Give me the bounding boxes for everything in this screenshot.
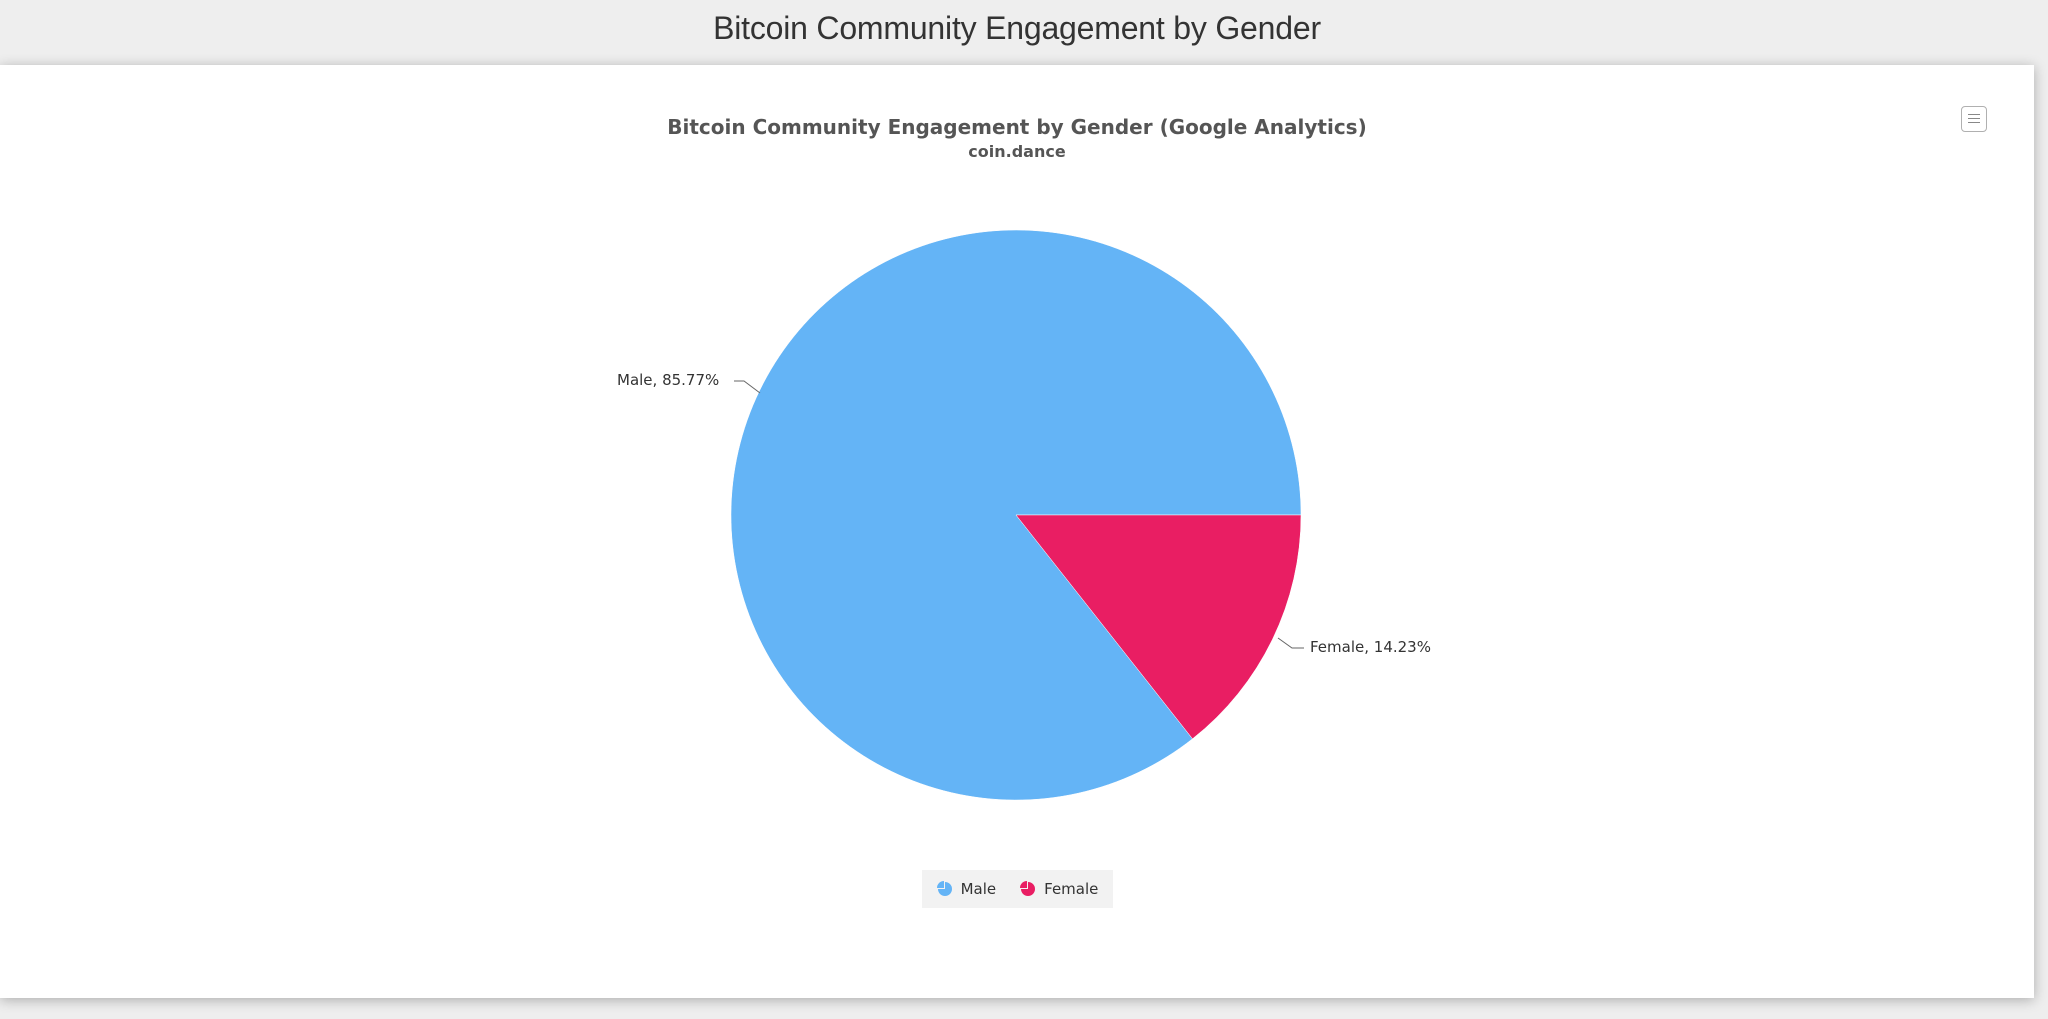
legend-item-male[interactable]: Male (936, 880, 997, 898)
pie-slice-female[interactable] (1015, 514, 1302, 740)
legend-label: Female (1044, 880, 1099, 898)
chart-legend: Male Female (922, 870, 1113, 908)
pie-icon (1020, 881, 1036, 896)
pie-icon (936, 881, 952, 896)
hamburger-menu-icon-line (1968, 121, 1980, 123)
chart-menu-button[interactable] (1961, 106, 1987, 132)
female-data-label: Female, 14.23% (1310, 638, 1431, 656)
page-title: Bitcoin Community Engagement by Gender (713, 10, 1321, 46)
pie-chart (730, 229, 1304, 801)
male-data-label: Male, 85.77% (617, 371, 720, 389)
female-label-connector (1277, 637, 1304, 649)
legend-label: Male (960, 880, 997, 898)
chart-subtitle: coin.dance (968, 142, 1066, 161)
hamburger-menu-icon-line (1968, 117, 1980, 119)
male-label-connector (734, 380, 761, 394)
hamburger-menu-icon (1968, 113, 1980, 115)
legend-item-female[interactable]: Female (1020, 880, 1098, 898)
chart-title: Bitcoin Community Engagement by Gender (… (667, 115, 1367, 139)
chart-card: Bitcoin Community Engagement by Gender (… (0, 65, 2034, 998)
